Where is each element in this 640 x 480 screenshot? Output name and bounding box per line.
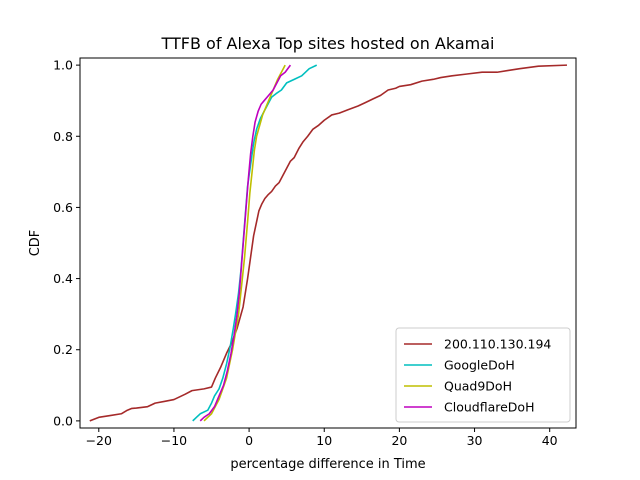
legend-box <box>395 327 571 423</box>
ticks-layer: −20 −10 0 10 20 30 40 0.0 0.2 0.4 0.6 0.8 1.0 <box>53 58 558 448</box>
y-tick-label: 0.0 <box>53 413 73 428</box>
x-tick-label: 40 <box>542 433 558 448</box>
legend: 200.110.130.194 GoogleDoH Quad9DoH Cloudfla… <box>395 327 571 423</box>
legend-entry: 200.110.130.194 <box>444 337 551 352</box>
legend-entry: GoogleDoH <box>444 358 515 373</box>
series-line-quad9doh <box>203 64 286 422</box>
x-tick-label: −10 <box>161 433 187 448</box>
x-tick-label: 10 <box>316 433 332 448</box>
y-tick-label: 0.6 <box>53 200 73 215</box>
legend-entry: CloudflareDoH <box>444 400 534 415</box>
plot-frame <box>79 57 577 429</box>
chart-title: TTFB of Alexa Top sites hosted on Akamai <box>161 34 495 53</box>
series-line-cloudflaredoh <box>199 64 292 422</box>
x-tick-label: 20 <box>391 433 407 448</box>
x-axis-label: percentage difference in Time <box>230 457 425 472</box>
series-line-googledoh <box>192 64 318 422</box>
x-tick-label: 0 <box>245 433 253 448</box>
y-tick-label: 1.0 <box>53 58 73 73</box>
y-tick-label: 0.4 <box>53 271 73 286</box>
x-tick-label: −20 <box>86 433 112 448</box>
series-layer <box>89 64 568 422</box>
legend-entry: Quad9DoH <box>444 379 512 394</box>
y-axis-label: CDF <box>28 230 43 257</box>
series-line-200-110-130-194 <box>89 64 568 422</box>
y-tick-label: 0.2 <box>53 342 73 357</box>
y-tick-label: 0.8 <box>53 129 73 144</box>
x-tick-label: 30 <box>467 433 483 448</box>
